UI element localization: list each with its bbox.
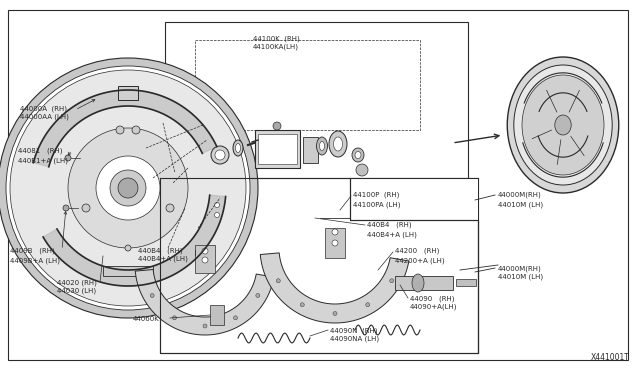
Bar	[210, 305, 224, 325]
Ellipse shape	[355, 151, 361, 158]
Bar	[118, 86, 138, 100]
Circle shape	[214, 212, 220, 218]
Circle shape	[276, 279, 280, 283]
Bar	[195, 40, 420, 130]
Text: 44200+A (LH): 44200+A (LH)	[395, 257, 445, 263]
Bar	[325, 228, 345, 258]
Text: 440B1+A (LH): 440B1+A (LH)	[18, 157, 68, 164]
Polygon shape	[135, 270, 274, 335]
Ellipse shape	[522, 75, 604, 175]
Text: 44000A  (RH): 44000A (RH)	[20, 105, 67, 112]
Text: 44060K: 44060K	[133, 316, 160, 322]
Circle shape	[214, 202, 220, 208]
Polygon shape	[260, 253, 409, 323]
Circle shape	[132, 126, 140, 134]
Bar	[303, 137, 318, 163]
Circle shape	[390, 279, 394, 283]
Circle shape	[356, 164, 368, 176]
Text: 440B4+A (LH): 440B4+A (LH)	[138, 256, 188, 263]
Bar	[395, 276, 453, 290]
Ellipse shape	[317, 137, 328, 155]
Text: 44081   (RH): 44081 (RH)	[18, 148, 63, 154]
Text: 44090NA (LH): 44090NA (LH)	[330, 336, 379, 343]
Circle shape	[273, 122, 281, 130]
Circle shape	[125, 245, 131, 251]
Text: 44100K  (RH): 44100K (RH)	[253, 35, 300, 42]
Polygon shape	[33, 90, 217, 167]
Text: 44200   (RH): 44200 (RH)	[395, 248, 440, 254]
Circle shape	[10, 70, 246, 306]
Text: 44000M(RH): 44000M(RH)	[498, 265, 541, 272]
Text: 44010M (LH): 44010M (LH)	[498, 274, 543, 280]
Bar	[103, 266, 153, 276]
Circle shape	[332, 240, 338, 246]
Circle shape	[332, 229, 338, 235]
Circle shape	[63, 205, 69, 211]
Circle shape	[110, 170, 146, 206]
Polygon shape	[43, 195, 226, 286]
Ellipse shape	[412, 274, 424, 292]
Bar	[195, 245, 215, 273]
Circle shape	[65, 155, 71, 161]
Circle shape	[116, 126, 124, 134]
Text: 4409B+A (LH): 4409B+A (LH)	[10, 257, 60, 263]
Text: 44090N  (RH): 44090N (RH)	[330, 327, 378, 334]
Circle shape	[150, 294, 154, 298]
Circle shape	[234, 316, 237, 320]
Circle shape	[68, 128, 188, 248]
Text: 44100P  (RH): 44100P (RH)	[353, 192, 399, 199]
Ellipse shape	[329, 131, 347, 157]
Bar	[456, 279, 476, 286]
Circle shape	[365, 303, 370, 307]
Ellipse shape	[555, 115, 572, 135]
Text: 44030 (LH): 44030 (LH)	[57, 288, 96, 295]
Text: 44090   (RH): 44090 (RH)	[410, 295, 454, 301]
Text: 44010M (LH): 44010M (LH)	[498, 201, 543, 208]
Text: 44100PA (LH): 44100PA (LH)	[353, 201, 401, 208]
Circle shape	[215, 150, 225, 160]
Ellipse shape	[233, 140, 243, 156]
Text: 440B4   (RH): 440B4 (RH)	[138, 247, 182, 253]
Circle shape	[166, 204, 174, 212]
Circle shape	[96, 156, 160, 220]
Circle shape	[202, 248, 208, 254]
Text: 440B4   (RH): 440B4 (RH)	[367, 222, 412, 228]
Text: 44000M(RH): 44000M(RH)	[498, 192, 541, 199]
Text: 44020 (RH): 44020 (RH)	[57, 279, 97, 285]
Circle shape	[203, 324, 207, 328]
Circle shape	[333, 311, 337, 315]
Circle shape	[118, 178, 138, 198]
Text: 440B4+A (LH): 440B4+A (LH)	[367, 231, 417, 237]
Text: 44090+A(LH): 44090+A(LH)	[410, 304, 458, 311]
Ellipse shape	[352, 148, 364, 162]
Circle shape	[6, 66, 250, 310]
Circle shape	[173, 316, 177, 320]
Circle shape	[202, 257, 208, 263]
Ellipse shape	[514, 65, 612, 185]
Bar	[258, 134, 297, 164]
Circle shape	[0, 58, 258, 318]
Bar	[350, 178, 478, 220]
Text: X441001T: X441001T	[591, 353, 630, 362]
Ellipse shape	[236, 144, 241, 153]
Bar	[160, 178, 478, 353]
Ellipse shape	[333, 137, 342, 151]
Ellipse shape	[508, 57, 619, 193]
Bar	[255, 130, 300, 168]
Bar	[165, 22, 468, 193]
Ellipse shape	[319, 141, 324, 151]
Circle shape	[211, 146, 229, 164]
Text: 4409B   (RH): 4409B (RH)	[10, 248, 55, 254]
Circle shape	[300, 303, 304, 307]
Circle shape	[256, 294, 260, 298]
Text: 44000AA (LH): 44000AA (LH)	[20, 114, 69, 121]
Text: 44100KA(LH): 44100KA(LH)	[253, 44, 299, 51]
Circle shape	[82, 204, 90, 212]
